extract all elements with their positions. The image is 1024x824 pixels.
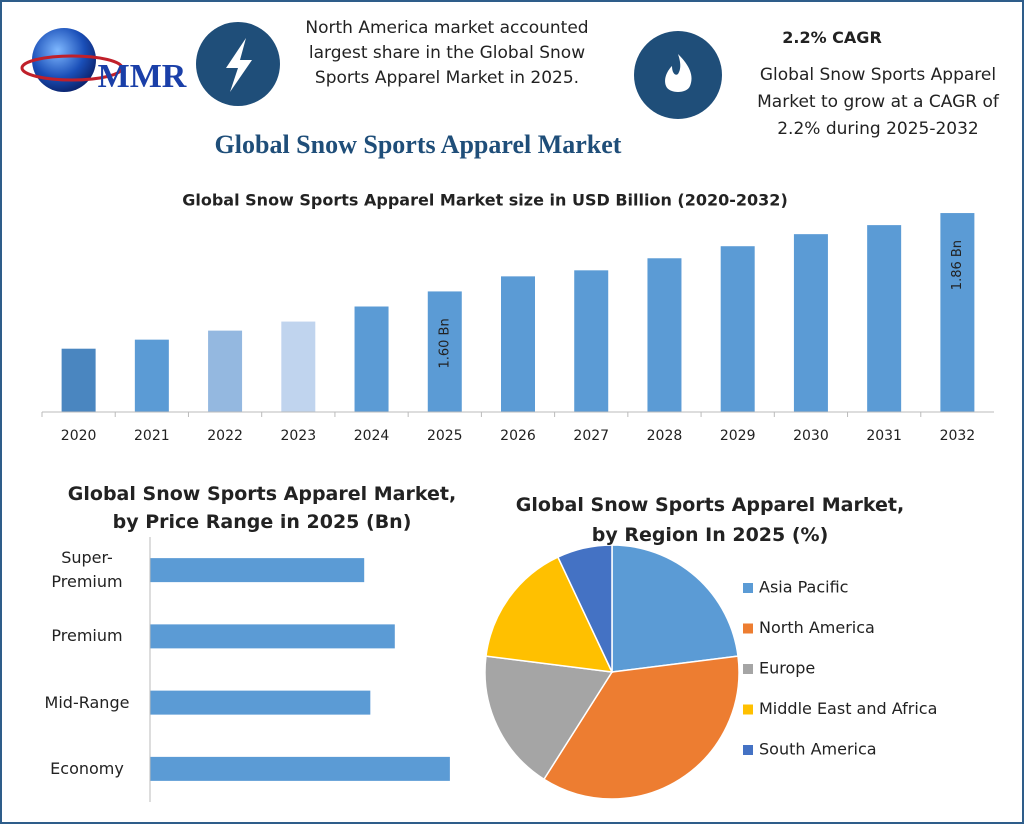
legend-swatch <box>743 583 753 593</box>
lightning <box>226 38 252 92</box>
bar <box>61 348 96 412</box>
x-tick-label: 2023 <box>280 428 316 444</box>
y-tick-label: Mid-Range <box>44 692 130 712</box>
cagr-title: 2.2% CAGR <box>782 28 882 47</box>
logo-text: MMR <box>98 58 187 95</box>
bar <box>354 306 389 412</box>
logo-ring <box>20 54 124 82</box>
pie-slice <box>485 556 614 673</box>
pie-slice <box>611 544 739 673</box>
x-tick-label: 2026 <box>500 428 536 444</box>
bar <box>150 756 450 781</box>
bar <box>647 258 682 412</box>
x-tick-label: 2024 <box>354 428 390 444</box>
legend-swatch <box>743 623 753 634</box>
x-tick-label: 2027 <box>573 428 609 444</box>
legend-swatch <box>743 704 753 715</box>
x-tick-label: 2022 <box>207 428 243 444</box>
legend-label: North America <box>759 618 875 637</box>
chart-title: Global Snow Sports Apparel Market, by Pr… <box>67 483 457 533</box>
value-label: 1.86 Bn <box>950 240 965 290</box>
pie-slice <box>542 655 740 800</box>
x-tick-label: 2030 <box>793 428 829 444</box>
value-label: 1.60 Bn <box>437 318 452 368</box>
bar <box>150 624 395 649</box>
bar <box>940 213 975 412</box>
x-tick-label: 2032 <box>940 428 976 444</box>
bar <box>208 330 243 412</box>
legend-swatch <box>743 745 753 755</box>
callout: North America market accounted largest s… <box>305 18 589 88</box>
pie-slice <box>556 544 613 673</box>
bar <box>427 291 462 412</box>
bar <box>134 339 169 412</box>
chart-title: Global Snow Sports Apparel Market, by Re… <box>515 494 905 546</box>
legend-label: Middle East and Africa <box>759 699 937 718</box>
x-tick-label: 2020 <box>61 428 97 444</box>
x-tick-label: 2031 <box>866 428 902 444</box>
legend-label: Europe <box>759 659 815 678</box>
bar <box>867 225 902 412</box>
chart-title: Global Snow Sports Apparel Market size i… <box>182 191 788 210</box>
x-tick-label: 2025 <box>427 428 463 444</box>
cagr-text: Global Snow Sports Apparel Market to gro… <box>757 65 999 139</box>
y-tick-label: Premium <box>51 626 123 646</box>
bar <box>150 558 365 583</box>
logo-globe <box>32 28 96 92</box>
x-tick-label: 2028 <box>647 428 683 444</box>
bar <box>720 246 755 412</box>
x-tick-label: 2029 <box>720 428 756 444</box>
bar <box>501 276 535 412</box>
y-tick-label: Economy <box>50 758 124 778</box>
bar <box>281 321 316 412</box>
legend-label: South America <box>759 740 877 759</box>
bar <box>793 234 828 412</box>
bar <box>574 270 609 412</box>
flame <box>665 54 692 92</box>
x-tick-label: 2021 <box>134 428 170 444</box>
legend-label: Asia Pacific <box>759 578 848 597</box>
legend-swatch <box>743 664 753 674</box>
y-tick-label: Super-Premium <box>51 548 123 592</box>
pie-slice <box>484 655 614 781</box>
bar <box>150 690 371 715</box>
main-title: Global Snow Sports Apparel Market <box>215 130 622 159</box>
